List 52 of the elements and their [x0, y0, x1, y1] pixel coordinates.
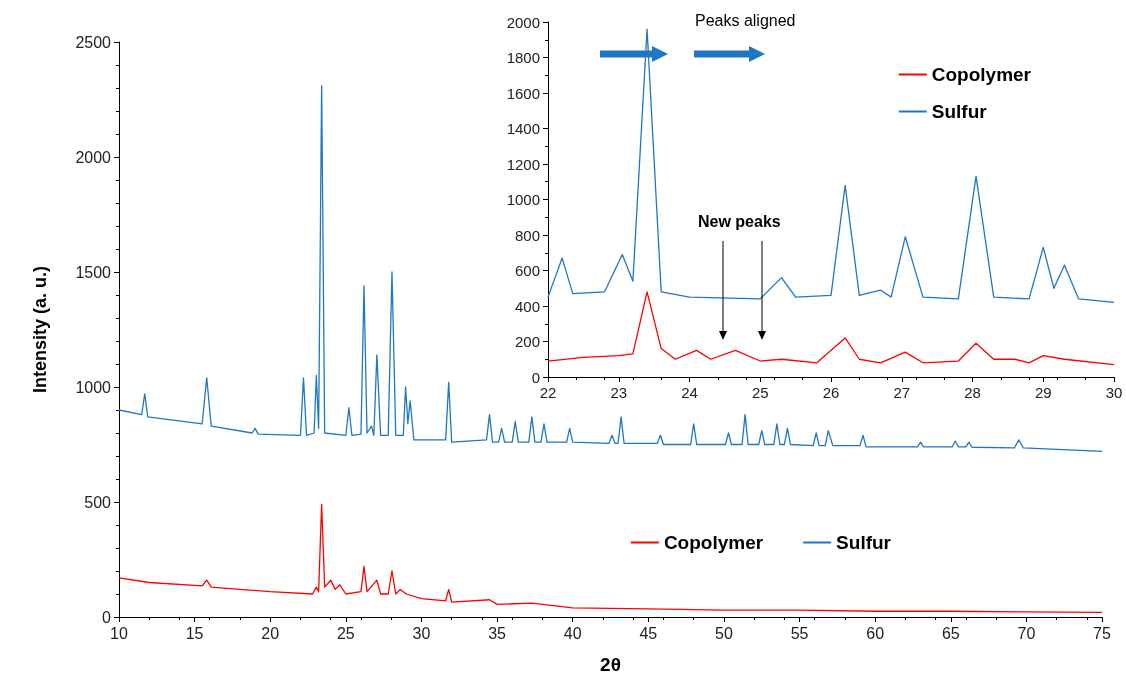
x-tick-label: 65 [941, 624, 960, 642]
y-tick-label: 200 [514, 333, 540, 350]
x-tick-label: 55 [790, 624, 809, 642]
x-tick-label: 45 [639, 624, 658, 642]
x-tick-label: 25 [751, 384, 769, 401]
legend-label: Sulfur [931, 101, 988, 122]
x-tick-label: 28 [964, 384, 981, 401]
x-tick-label: 35 [488, 624, 507, 642]
y-tick-label: 2000 [75, 148, 112, 166]
x-tick-label: 60 [866, 624, 885, 642]
legend-label: Copolymer [931, 64, 1032, 85]
annotation: New peaks [698, 212, 781, 230]
line-series [547, 28, 1115, 304]
line-series [118, 85, 1103, 453]
x-tick-label: 15 [185, 624, 204, 642]
x-tick-label: 70 [1017, 624, 1036, 642]
line-series [118, 503, 1103, 614]
y-tick-label: 600 [514, 262, 540, 279]
y-tick-label: 1500 [75, 263, 112, 281]
x-tick-label: 75 [1093, 624, 1111, 642]
x-tick-label: 30 [412, 624, 431, 642]
y-tick-label: 400 [514, 297, 540, 315]
y-tick-label: 0 [531, 368, 540, 386]
y-tick-label: 1200 [506, 155, 540, 173]
y-tick-label: 800 [514, 226, 540, 244]
x-tick-label: 20 [261, 624, 280, 642]
y-tick-label: 1000 [506, 191, 540, 208]
y-tick-label: 1600 [506, 84, 540, 102]
x-tick-label: 24 [681, 384, 698, 401]
y-tick-label: 0 [102, 608, 112, 626]
line-series [547, 291, 1115, 366]
x-tick-label: 10 [110, 624, 128, 642]
legend-label: Copolymer [663, 532, 764, 553]
y-tick-label: 2500 [75, 33, 112, 51]
y-tick-label: 1400 [506, 120, 540, 137]
x-tick-label: 27 [893, 384, 911, 401]
annotation: Peaks aligned [695, 11, 796, 29]
x-tick-label: 50 [715, 624, 733, 642]
x-tick-label: 25 [336, 624, 355, 642]
x-tick-label: 22 [539, 384, 557, 401]
x-tick-label: 23 [610, 384, 628, 401]
y-tick-label: 1800 [506, 49, 540, 66]
x-tick-label: 26 [822, 384, 840, 401]
x-tick-label: 30 [1105, 384, 1123, 401]
y-tick-label: 2000 [506, 13, 540, 31]
y-axis-title: Intensity (a. u.) [30, 265, 50, 394]
x-tick-label: 40 [563, 624, 582, 642]
y-tick-label: 1000 [75, 378, 112, 396]
x-tick-label: 29 [1034, 384, 1052, 401]
y-tick-label: 500 [84, 493, 112, 511]
x-axis-title: 2θ [600, 654, 621, 675]
legend-label: Sulfur [836, 532, 892, 553]
